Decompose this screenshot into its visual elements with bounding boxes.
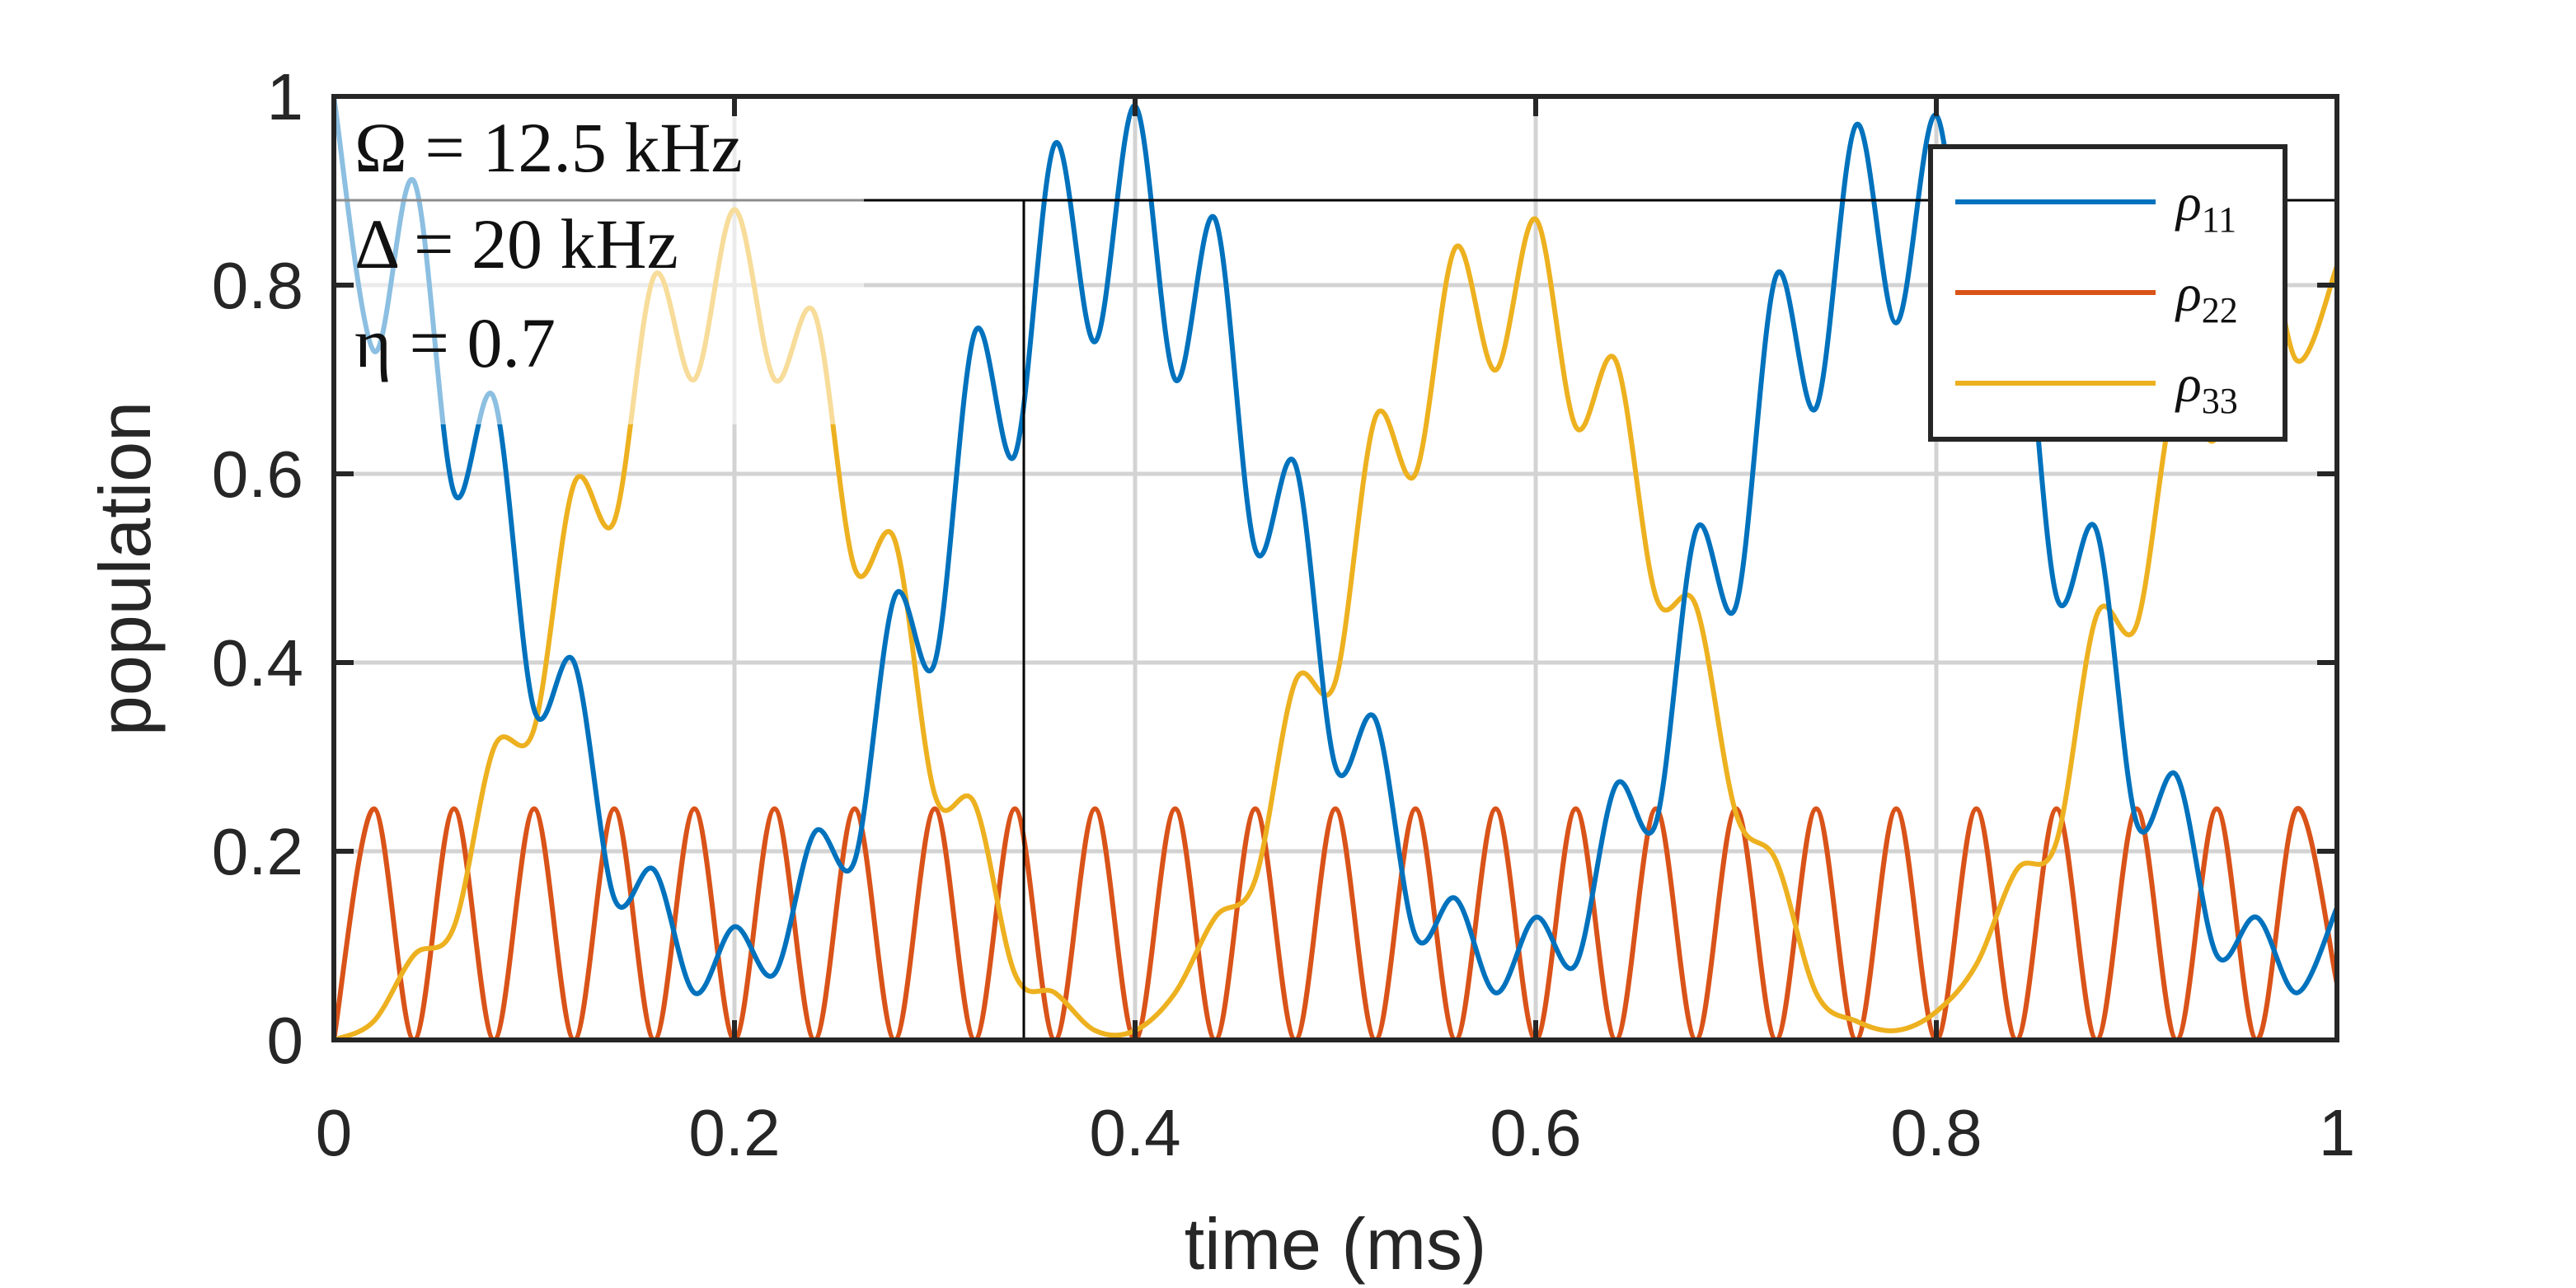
y-axis-label: population [84, 401, 166, 736]
legend-items: ρ11 ρ22 ρ33 [1955, 173, 2238, 421]
annotation-omega: Ω = 12.5 kHz [354, 108, 743, 187]
legend-label-ρ22: ρ22 [2175, 264, 2238, 330]
series-line-ρ22 [331, 806, 2339, 1042]
x-tick-label: 0.2 [688, 1096, 780, 1169]
axes-frame [331, 94, 2339, 1042]
tick-labels: 0 0.2 0.4 0.6 0.8 1 0 0.2 0.4 0.6 0.8 1 [212, 60, 2355, 1169]
y-tick-label: 1 [267, 60, 304, 133]
legend-label-ρ11: ρ11 [2175, 173, 2236, 240]
axis-ticks [331, 94, 2339, 1042]
x-tick-label: 0.8 [1890, 1096, 1982, 1169]
x-axis-label: time (ms) [1185, 1203, 1487, 1285]
x-tick-label: 0.4 [1089, 1096, 1180, 1169]
legend-label-ρ33: ρ33 [2175, 354, 2238, 421]
legend: ρ11 ρ22 ρ33 [1928, 144, 2287, 442]
x-tick-label: 1 [2319, 1096, 2356, 1169]
x-tick-label: 0.6 [1490, 1096, 1581, 1169]
y-tick-label: 0.8 [212, 249, 303, 322]
x-tick-label: 0 [316, 1096, 353, 1169]
annotation-box [336, 99, 864, 424]
annotation-delta: Δ = 20 kHz [354, 204, 678, 283]
annotation-eta: η = 0.7 [354, 303, 556, 382]
y-tick-label: 0.2 [212, 815, 303, 888]
y-tick-label: 0.4 [212, 626, 303, 700]
y-tick-label: 0 [267, 1004, 304, 1077]
y-tick-label: 0.6 [212, 438, 303, 511]
